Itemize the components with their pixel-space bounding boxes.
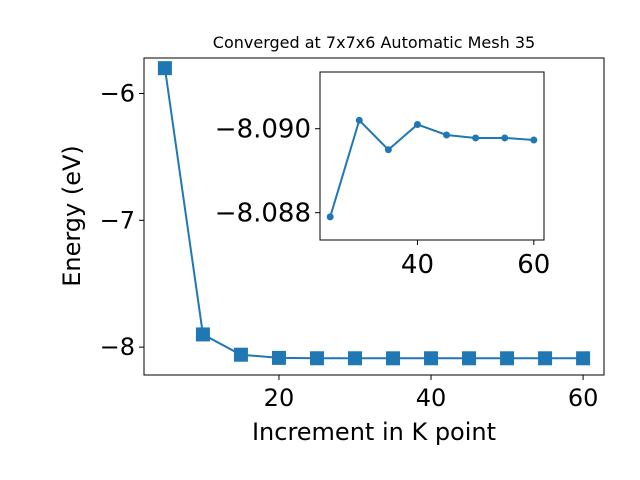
y-axis-label: Energy (eV) xyxy=(58,145,86,287)
inset-series xyxy=(326,116,538,221)
main-x-tick-label: 20 xyxy=(264,384,295,412)
main-x-ticks: 20 40 60 xyxy=(264,375,599,412)
inset-y-tick-label: −8.090 xyxy=(215,115,311,145)
main-data-point xyxy=(500,351,515,366)
main-data-point xyxy=(576,351,591,366)
inset-y-tick-label: −8.088 xyxy=(215,199,311,229)
main-y-tick-label: −7 xyxy=(100,206,135,234)
main-data-point xyxy=(233,347,248,362)
inset-axes: 40 60 −8.090 −8.088 xyxy=(215,71,550,280)
main-series xyxy=(157,61,591,366)
inset-data-point xyxy=(384,146,392,154)
main-data-point xyxy=(386,351,401,366)
main-x-tick-label: 60 xyxy=(568,384,599,412)
inset-data-point xyxy=(326,213,334,221)
main-y-tick-label: −8 xyxy=(100,333,135,361)
inset-series-line xyxy=(329,118,534,218)
inset-x-ticks: 40 60 xyxy=(401,240,550,280)
main-plot-frame xyxy=(143,57,605,376)
main-y-ticks: −8 −7 −6 xyxy=(100,80,144,361)
main-data-point xyxy=(271,350,286,365)
inset-data-point xyxy=(355,116,363,124)
main-data-point xyxy=(538,351,553,366)
inset-data-point xyxy=(530,136,538,144)
inset-data-point xyxy=(443,131,451,139)
inset-y-ticks: −8.090 −8.088 xyxy=(215,115,320,229)
inset-data-point xyxy=(472,134,480,142)
inset-data-point xyxy=(501,134,509,142)
main-data-point xyxy=(424,351,439,366)
inset-x-tick-label: 60 xyxy=(517,250,550,280)
main-x-tick-label: 40 xyxy=(416,384,447,412)
main-data-point xyxy=(157,61,172,76)
main-y-tick-label: −6 xyxy=(100,80,135,108)
inset-x-tick-label: 40 xyxy=(401,250,434,280)
x-axis-label: Increment in K point xyxy=(252,418,496,446)
main-data-point xyxy=(347,351,362,366)
main-data-point xyxy=(462,351,477,366)
main-data-point xyxy=(309,351,324,366)
chart-title: Converged at 7x7x6 Automatic Mesh 35 xyxy=(213,33,535,52)
main-axes: 20 40 60 −8 −7 −6 xyxy=(100,57,605,412)
inset-plot-frame xyxy=(319,71,545,241)
inset-data-point xyxy=(413,121,421,128)
main-data-point xyxy=(195,327,210,342)
